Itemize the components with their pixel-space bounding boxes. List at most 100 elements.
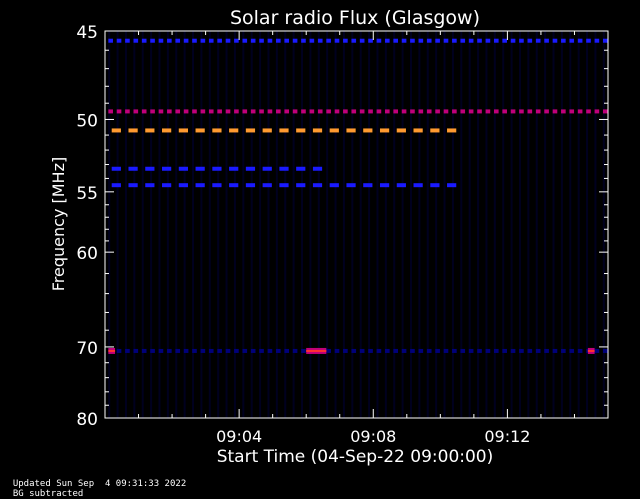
background-column [217,31,220,418]
band-segment [594,348,600,353]
band-segment [602,38,608,43]
band-segment [343,109,348,114]
band-segment [301,109,306,114]
band-segment [141,38,147,43]
band-segment [493,348,499,353]
band-segment [150,109,155,114]
background-column [384,31,387,418]
band-segment [111,166,121,171]
background-column [577,31,580,418]
band-segment [245,128,256,133]
band-segment [276,348,281,353]
band-segment [502,109,507,114]
band-segment [245,166,256,171]
background-column [267,31,270,418]
band-segment [577,38,583,43]
band-segment [111,128,121,133]
band-segment [594,38,600,43]
band-segment [312,183,323,188]
band-segment [296,128,306,133]
plot-area [108,31,608,418]
band-segment [183,348,189,353]
band-segment [334,109,340,114]
band-segment [279,128,289,133]
band-segment [212,183,222,188]
band-segment [259,109,264,114]
band-segment [561,38,566,43]
background-column [158,31,161,418]
background-column [208,31,211,418]
y-tick-label: 55 [76,184,98,204]
background-column [175,31,178,418]
band-segment [379,128,390,133]
band-segment [128,166,138,171]
background-column [552,31,555,418]
band-segment [368,348,373,353]
band-segment [279,166,289,171]
band-segment [296,183,306,188]
band-segment [452,38,457,43]
band-segment [242,38,248,43]
band-segment [413,128,423,133]
band-segment [396,183,406,188]
background-column [200,31,203,418]
band-segment [376,109,382,114]
band-segment [125,109,130,114]
y-tick-label: 80 [76,410,98,430]
band-segment [334,348,340,353]
band-segment [192,38,197,43]
background-column [560,31,563,418]
band-segment [133,348,139,353]
background-column [368,31,371,418]
background-column [342,31,345,418]
background-column [309,31,312,418]
band-segment [284,109,290,114]
background-column [376,31,379,418]
band-segment [401,38,407,43]
burst-core [108,349,116,352]
band-segment [292,109,298,114]
background-column [477,31,480,418]
x-tick-label: 09:08 [350,427,396,446]
band-segment [485,109,491,114]
band-segment [276,38,281,43]
band-segment [544,38,549,43]
band-segment [510,109,516,114]
band-segment [108,38,113,43]
plot-frame [104,30,609,419]
band-segment [435,348,440,353]
band-segment [125,348,130,353]
background-column [259,31,262,418]
band-segment [292,38,298,43]
band-segment [343,38,348,43]
x-tick-label: 09:12 [484,427,530,446]
axes: 45 50 55 60 70 80 09:04 09:08 09:12 [76,23,609,446]
band-segment [359,109,365,114]
band-segment [485,348,491,353]
band-segment [301,38,306,43]
band-segment [175,38,181,43]
band-segment [259,348,264,353]
band-segment [477,109,482,114]
band-segment [569,109,575,114]
band-segment [158,38,164,43]
band-segment [326,348,331,353]
band-segment [586,109,591,114]
band-segment [577,109,583,114]
band-segment [552,109,558,114]
background-column [242,31,245,418]
band-segment [162,166,172,171]
band-segment [141,109,147,114]
burst-core [306,349,327,352]
background-column [124,31,127,418]
band-segment [229,128,239,133]
band-segment [200,38,206,43]
background-column [594,31,597,418]
background-column [426,31,429,418]
band-segment [413,183,423,188]
background-column [334,31,337,418]
band-segment [301,348,306,353]
band-segment [527,38,533,43]
band-segment [200,109,206,114]
band-segment [167,109,172,114]
